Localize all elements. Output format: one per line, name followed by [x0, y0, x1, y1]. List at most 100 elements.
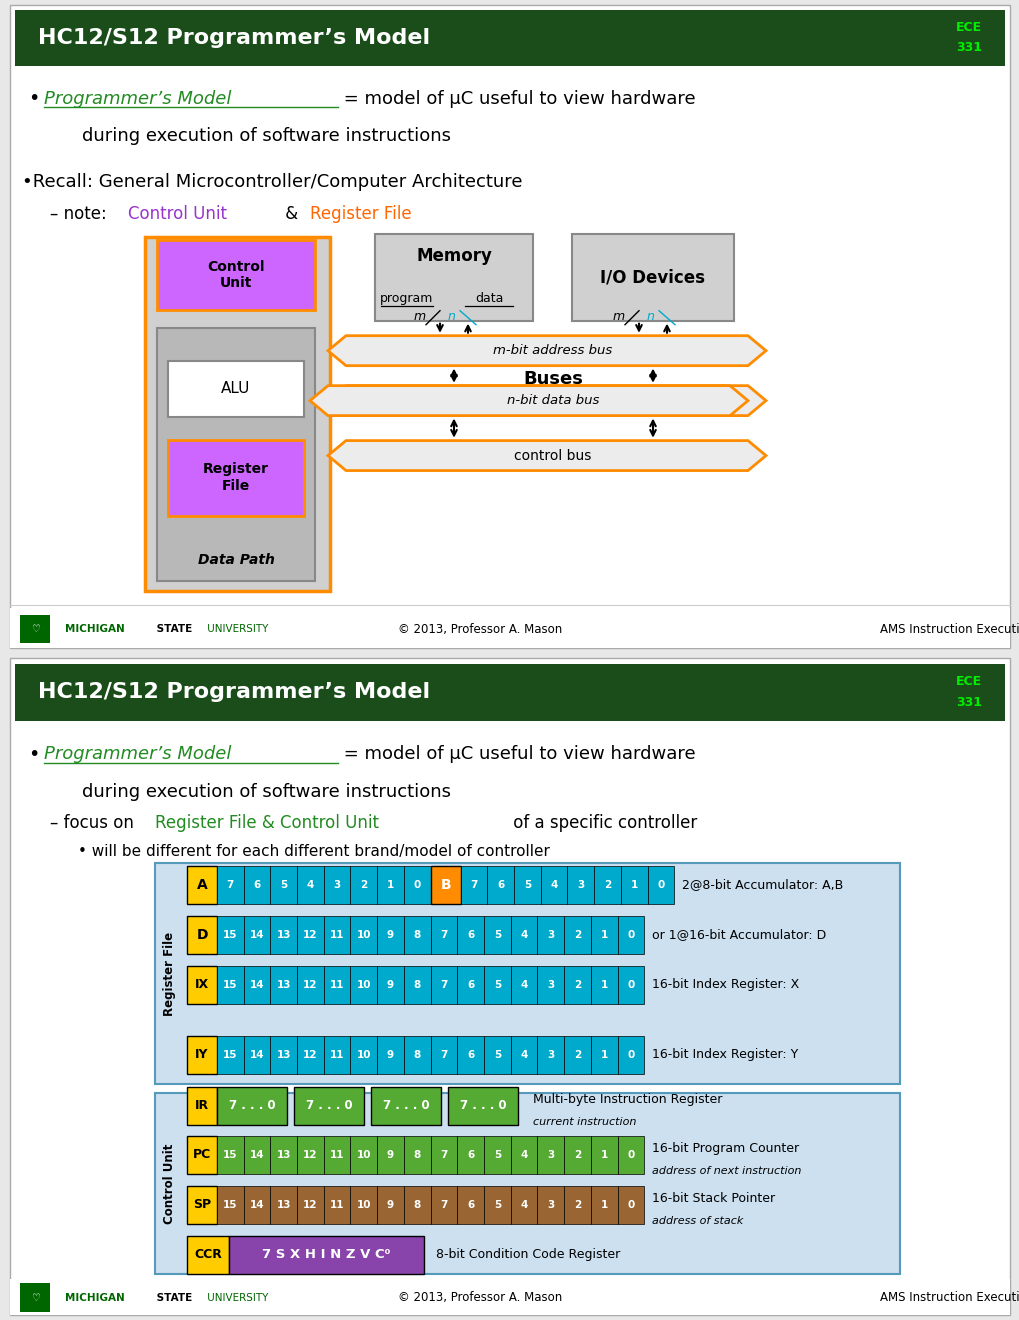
Text: 4: 4 [520, 1049, 527, 1060]
Text: address of stack: address of stack [651, 1216, 743, 1226]
Text: n: n [646, 310, 654, 322]
Text: 6: 6 [467, 929, 474, 940]
Text: – focus on: – focus on [50, 813, 139, 832]
Text: 7: 7 [226, 879, 233, 890]
Text: 2: 2 [574, 1049, 581, 1060]
Text: 5: 5 [280, 879, 287, 890]
Text: 3: 3 [546, 1150, 554, 1160]
Text: 9: 9 [386, 979, 393, 990]
Bar [593, 866, 621, 904]
Bar [217, 1185, 244, 1224]
Bar [145, 236, 330, 591]
Text: 2: 2 [574, 1150, 581, 1160]
Bar [404, 1036, 430, 1074]
Bar [457, 1036, 484, 1074]
Bar [537, 1137, 564, 1173]
Bar [270, 966, 297, 1003]
Bar [244, 916, 270, 953]
Bar [229, 1236, 424, 1274]
Text: – note:: – note: [50, 205, 112, 223]
Bar [297, 1036, 323, 1074]
Text: 0: 0 [414, 879, 421, 890]
Bar [461, 866, 487, 904]
Text: Register File & Control Unit: Register File & Control Unit [155, 813, 379, 832]
Text: 6: 6 [467, 1200, 474, 1210]
Text: 12: 12 [303, 1200, 317, 1210]
Text: 2: 2 [574, 929, 581, 940]
Text: 2: 2 [603, 879, 610, 890]
Text: 3: 3 [333, 879, 340, 890]
Text: Buses: Buses [523, 370, 583, 388]
Text: PC: PC [193, 1148, 211, 1162]
Bar [430, 1137, 457, 1173]
Bar [616, 1137, 644, 1173]
Text: Multi-byte Instruction Register: Multi-byte Instruction Register [533, 1093, 721, 1106]
Text: 9: 9 [386, 929, 393, 940]
Text: 12: 12 [303, 929, 317, 940]
Text: Programmer’s Model: Programmer’s Model [44, 746, 231, 763]
Text: 11: 11 [329, 979, 344, 990]
Text: ECE: ECE [955, 676, 981, 689]
Bar [567, 866, 593, 904]
Text: 331: 331 [955, 696, 981, 709]
Text: 6: 6 [467, 979, 474, 990]
Bar [564, 1036, 590, 1074]
Bar [511, 1137, 537, 1173]
Bar [511, 966, 537, 1003]
Bar [590, 916, 616, 953]
Text: 7: 7 [440, 1049, 447, 1060]
Text: IX: IX [195, 978, 209, 991]
Text: HC12/S12 Programmer’s Model: HC12/S12 Programmer’s Model [38, 682, 430, 702]
Polygon shape [310, 385, 747, 416]
Bar [15, 11, 1004, 66]
Text: ♡: ♡ [31, 1292, 40, 1303]
Bar [404, 866, 430, 904]
Bar [293, 1088, 364, 1125]
Text: 11: 11 [329, 929, 344, 940]
Text: 6: 6 [467, 1049, 474, 1060]
Bar [244, 1036, 270, 1074]
Bar [217, 1036, 244, 1074]
Bar [430, 866, 461, 904]
Bar [404, 1137, 430, 1173]
Text: 5: 5 [493, 979, 500, 990]
Text: 15: 15 [223, 1200, 237, 1210]
Bar [168, 360, 304, 417]
Text: 0: 0 [627, 1200, 634, 1210]
Text: 5: 5 [493, 1200, 500, 1210]
Text: 8: 8 [414, 929, 421, 940]
Text: SP: SP [193, 1199, 211, 1212]
Text: 16-bit Stack Pointer: 16-bit Stack Pointer [651, 1192, 774, 1205]
Text: Control Unit: Control Unit [163, 1143, 176, 1224]
Text: 7 . . . 0: 7 . . . 0 [306, 1100, 352, 1113]
Text: •: • [28, 744, 40, 764]
Bar [590, 1137, 616, 1173]
Bar [377, 1185, 404, 1224]
Text: 13: 13 [276, 929, 290, 940]
Text: CPU: CPU [219, 244, 256, 263]
Bar [186, 1088, 217, 1125]
Bar [217, 1088, 286, 1125]
Bar [564, 966, 590, 1003]
Bar [20, 615, 50, 643]
Text: 2: 2 [574, 979, 581, 990]
Bar [297, 916, 323, 953]
Bar [323, 1036, 351, 1074]
Text: Programmer’s Model: Programmer’s Model [44, 90, 231, 108]
Text: 1: 1 [630, 879, 637, 890]
Text: = model of μC useful to view hardware: = model of μC useful to view hardware [337, 746, 695, 763]
Bar [351, 1185, 377, 1224]
Bar [430, 1185, 457, 1224]
Bar [457, 1185, 484, 1224]
Bar [244, 866, 270, 904]
Bar [186, 966, 217, 1003]
Text: Register File: Register File [310, 205, 412, 223]
Text: current instruction: current instruction [533, 1117, 636, 1127]
Text: 10: 10 [357, 1150, 371, 1160]
Bar [186, 866, 217, 904]
Bar [186, 1036, 217, 1074]
Bar [297, 866, 323, 904]
Bar [323, 966, 351, 1003]
Bar [430, 916, 457, 953]
Bar [511, 1036, 537, 1074]
